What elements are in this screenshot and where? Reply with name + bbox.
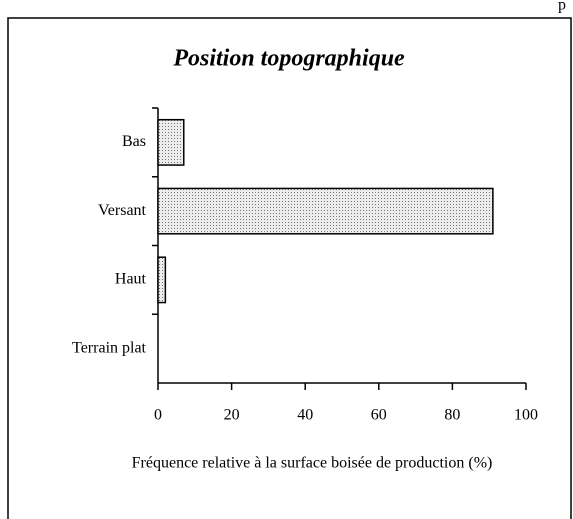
x-tick-label: 100 <box>514 407 538 424</box>
bar <box>157 118 185 166</box>
y-tick-label: Haut <box>115 271 147 288</box>
bar <box>157 256 167 304</box>
x-tick-label: 0 <box>154 407 162 424</box>
y-tick-label: Versant <box>98 202 147 219</box>
y-tick-label: Terrain plat <box>72 339 147 356</box>
chart-title: Position topographique <box>172 46 405 72</box>
bar <box>157 187 494 235</box>
x-tick-label: 40 <box>297 407 313 424</box>
x-tick-label: 60 <box>371 407 387 424</box>
corner-text: p <box>558 0 566 14</box>
x-axis-label: Fréquence relative à la surface boisée d… <box>132 455 493 472</box>
y-tick-label: Bas <box>122 133 146 150</box>
x-tick-label: 80 <box>444 407 460 424</box>
frame <box>7 17 572 519</box>
x-tick-label: 20 <box>224 407 240 424</box>
